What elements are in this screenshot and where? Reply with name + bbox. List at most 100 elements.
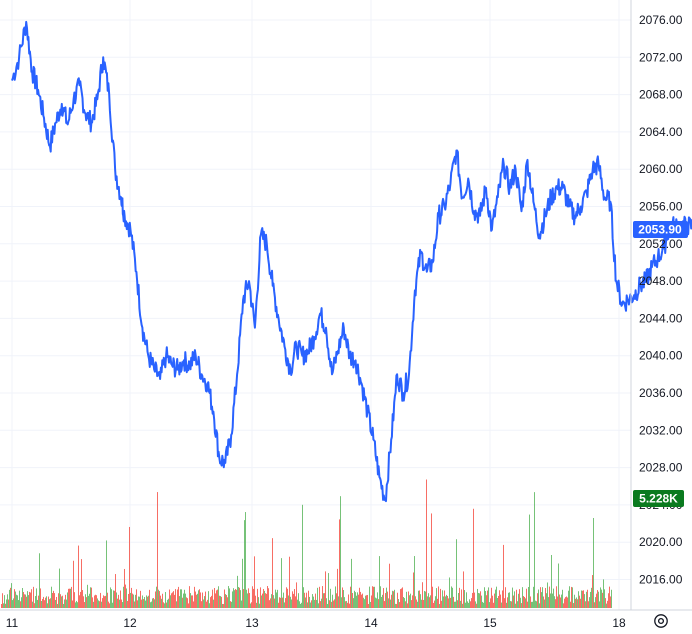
volume-bar [205, 591, 206, 608]
last-volume-badge: 5.228K [633, 490, 684, 507]
volume-bar [29, 591, 30, 608]
volume-bar [105, 595, 106, 608]
volume-bar [249, 592, 250, 608]
volume-bar [305, 597, 306, 608]
volume-bar [343, 590, 344, 608]
volume-bar [146, 595, 147, 608]
volume-bar [285, 598, 286, 608]
volume-bar [508, 592, 509, 608]
volume-bar [452, 587, 453, 608]
volume-bar [511, 601, 512, 608]
volume-bar [527, 601, 528, 608]
volume-bar [395, 603, 396, 608]
volume-bar [450, 597, 451, 608]
volume-bar [71, 586, 72, 608]
volume-bar [151, 601, 152, 608]
volume-bar [264, 590, 265, 608]
volume-bar [524, 596, 525, 608]
volume-bar [274, 598, 275, 608]
volume-bar [28, 595, 29, 608]
volume-bar [110, 587, 111, 608]
volume-bar [128, 593, 129, 608]
volume-bar [464, 590, 465, 608]
volume-bar [323, 593, 324, 608]
volume-bar [477, 588, 478, 608]
volume-bar [331, 601, 332, 608]
x-tick-label: 18 [612, 616, 626, 630]
volume-bar [252, 586, 253, 608]
volume-bar [25, 594, 26, 608]
volume-bar [418, 590, 419, 608]
y-tick-label: 2016.00 [639, 573, 683, 587]
price-axis[interactable]: 2016.002020.002024.002028.002032.002036.… [639, 13, 683, 587]
volume-bar [382, 594, 383, 608]
volume-bar [174, 594, 175, 608]
volume-bar [76, 600, 77, 608]
volume-bar [277, 589, 278, 608]
volume-bar [528, 587, 529, 608]
volume-bar [5, 603, 6, 608]
volume-bar [548, 597, 549, 608]
time-axis[interactable]: 11 12 13 14 15 18 [6, 616, 626, 630]
volume-bar [60, 594, 61, 608]
volume-bar [567, 597, 568, 608]
volume-bar [293, 593, 294, 608]
volume-bar [218, 586, 219, 608]
volume-bar [397, 592, 398, 608]
volume-bar [337, 568, 338, 608]
volume-bar [87, 584, 88, 608]
volume-bar [602, 592, 603, 608]
volume-bar [537, 593, 538, 608]
volume-bar [478, 592, 479, 608]
volume-bar [597, 590, 598, 608]
volume-bar [150, 602, 151, 608]
volume-bar [526, 588, 527, 608]
volume-bar [587, 589, 588, 608]
volume-bar [256, 602, 257, 608]
chart-settings-icon[interactable] [654, 614, 668, 628]
volume-bar [79, 595, 80, 608]
volume-bar [170, 595, 171, 608]
volume-bar [19, 590, 20, 608]
volume-bar [601, 589, 602, 608]
volume-bar [92, 597, 93, 608]
volume-bar [542, 587, 543, 608]
volume-bar [517, 601, 518, 608]
volume-bar [212, 589, 213, 608]
volume-bar [560, 597, 561, 608]
volume-bar [104, 596, 105, 608]
volume-bar [70, 588, 71, 608]
volume-bar [370, 601, 371, 608]
x-tick-label: 11 [6, 616, 19, 630]
volume-bar [24, 594, 25, 608]
volume-bar [422, 582, 423, 608]
volume-bar [68, 588, 69, 608]
volume-bar [339, 519, 340, 608]
volume-bar [149, 589, 150, 608]
volume-bar [257, 588, 258, 608]
volume-bar [4, 595, 5, 608]
volume-bar [33, 586, 34, 608]
volume-bar [563, 603, 564, 608]
volume-bar [443, 596, 444, 608]
volume-bar [122, 602, 123, 608]
volume-bar [593, 517, 594, 608]
volume-bar [100, 592, 101, 608]
volume-bar [373, 586, 374, 608]
volume-bar [543, 596, 544, 608]
volume-bar [367, 594, 368, 608]
volume-bar [245, 512, 246, 608]
volume-bar [189, 586, 190, 608]
volume-bar [11, 583, 12, 608]
volume-bar [113, 590, 114, 608]
volume-bar [95, 594, 96, 608]
y-tick-label: 2020.00 [639, 535, 683, 549]
volume-bar [290, 596, 291, 608]
volume-bar [155, 591, 156, 608]
volume-bar [475, 601, 476, 608]
volume-bar [90, 587, 91, 608]
volume-bar [329, 600, 330, 608]
volume-bar [365, 595, 366, 608]
volume-bar [455, 601, 456, 608]
volume-bar [191, 595, 192, 608]
